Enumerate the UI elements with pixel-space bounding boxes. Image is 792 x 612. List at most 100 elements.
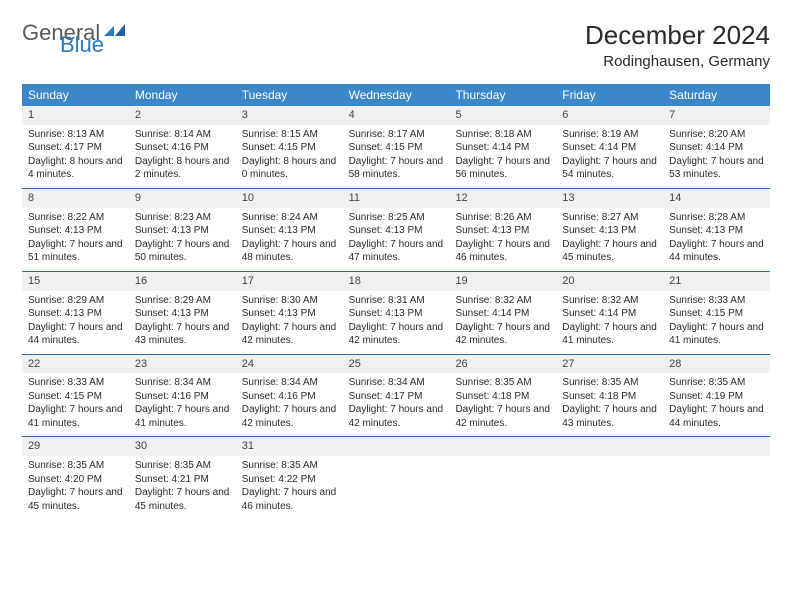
sunset-line: Sunset: 4:17 PM: [349, 390, 444, 404]
day-cell: 22Sunrise: 8:33 AMSunset: 4:15 PMDayligh…: [22, 355, 129, 437]
day-body: Sunrise: 8:34 AMSunset: 4:16 PMDaylight:…: [236, 373, 343, 436]
daylight-line: Daylight: 7 hours and 45 minutes.: [562, 238, 657, 265]
daylight-line: Daylight: 7 hours and 42 minutes.: [349, 403, 444, 430]
day-number: 15: [22, 272, 129, 291]
day-cell: [663, 437, 770, 519]
sunrise-line: Sunrise: 8:32 AM: [455, 294, 550, 308]
sunset-line: Sunset: 4:13 PM: [349, 307, 444, 321]
day-number: 21: [663, 272, 770, 291]
dow-header: Thursday: [449, 84, 556, 106]
day-number: 14: [663, 189, 770, 208]
sunrise-line: Sunrise: 8:13 AM: [28, 128, 123, 142]
day-number: 2: [129, 106, 236, 125]
sunrise-line: Sunrise: 8:19 AM: [562, 128, 657, 142]
day-body: Sunrise: 8:34 AMSunset: 4:17 PMDaylight:…: [343, 373, 450, 436]
daylight-line: Daylight: 7 hours and 41 minutes.: [562, 321, 657, 348]
day-body: Sunrise: 8:20 AMSunset: 4:14 PMDaylight:…: [663, 125, 770, 188]
sunset-line: Sunset: 4:13 PM: [242, 224, 337, 238]
day-number: 3: [236, 106, 343, 125]
sunrise-line: Sunrise: 8:34 AM: [349, 376, 444, 390]
day-cell: 30Sunrise: 8:35 AMSunset: 4:21 PMDayligh…: [129, 437, 236, 519]
daylight-line: Daylight: 7 hours and 47 minutes.: [349, 238, 444, 265]
daylight-line: Daylight: 7 hours and 42 minutes.: [455, 403, 550, 430]
day-body: Sunrise: 8:24 AMSunset: 4:13 PMDaylight:…: [236, 208, 343, 271]
sunrise-line: Sunrise: 8:20 AM: [669, 128, 764, 142]
location: Rodinghausen, Germany: [585, 53, 770, 70]
day-cell: 3Sunrise: 8:15 AMSunset: 4:15 PMDaylight…: [236, 106, 343, 188]
sunrise-line: Sunrise: 8:27 AM: [562, 211, 657, 225]
sunset-line: Sunset: 4:18 PM: [562, 390, 657, 404]
sunset-line: Sunset: 4:13 PM: [135, 224, 230, 238]
sunset-line: Sunset: 4:20 PM: [28, 473, 123, 487]
daylight-line: Daylight: 7 hours and 42 minutes.: [455, 321, 550, 348]
day-cell: 25Sunrise: 8:34 AMSunset: 4:17 PMDayligh…: [343, 355, 450, 437]
day-cell: 2Sunrise: 8:14 AMSunset: 4:16 PMDaylight…: [129, 106, 236, 188]
daylight-line: Daylight: 7 hours and 45 minutes.: [135, 486, 230, 513]
dow-row: SundayMondayTuesdayWednesdayThursdayFrid…: [22, 84, 770, 106]
day-cell: 28Sunrise: 8:35 AMSunset: 4:19 PMDayligh…: [663, 355, 770, 437]
dow-header: Tuesday: [236, 84, 343, 106]
day-cell: 29Sunrise: 8:35 AMSunset: 4:20 PMDayligh…: [22, 437, 129, 519]
sunrise-line: Sunrise: 8:29 AM: [28, 294, 123, 308]
day-cell: 6Sunrise: 8:19 AMSunset: 4:14 PMDaylight…: [556, 106, 663, 188]
sunset-line: Sunset: 4:13 PM: [242, 307, 337, 321]
sunset-line: Sunset: 4:14 PM: [562, 141, 657, 155]
day-number: 16: [129, 272, 236, 291]
daylight-line: Daylight: 7 hours and 56 minutes.: [455, 155, 550, 182]
day-number: 12: [449, 189, 556, 208]
sunset-line: Sunset: 4:13 PM: [135, 307, 230, 321]
day-body: Sunrise: 8:35 AMSunset: 4:22 PMDaylight:…: [236, 456, 343, 519]
day-cell: 24Sunrise: 8:34 AMSunset: 4:16 PMDayligh…: [236, 355, 343, 437]
sunrise-line: Sunrise: 8:31 AM: [349, 294, 444, 308]
day-body: Sunrise: 8:34 AMSunset: 4:16 PMDaylight:…: [129, 373, 236, 436]
day-cell: 17Sunrise: 8:30 AMSunset: 4:13 PMDayligh…: [236, 272, 343, 354]
day-body: Sunrise: 8:29 AMSunset: 4:13 PMDaylight:…: [129, 291, 236, 354]
dow-header: Friday: [556, 84, 663, 106]
dow-header: Sunday: [22, 84, 129, 106]
sunrise-line: Sunrise: 8:32 AM: [562, 294, 657, 308]
daylight-line: Daylight: 7 hours and 41 minutes.: [28, 403, 123, 430]
day-number: 9: [129, 189, 236, 208]
sunset-line: Sunset: 4:13 PM: [455, 224, 550, 238]
day-cell: 5Sunrise: 8:18 AMSunset: 4:14 PMDaylight…: [449, 106, 556, 188]
day-number: 26: [449, 355, 556, 374]
daylight-line: Daylight: 7 hours and 41 minutes.: [135, 403, 230, 430]
day-cell: [449, 437, 556, 519]
day-body: Sunrise: 8:32 AMSunset: 4:14 PMDaylight:…: [449, 291, 556, 354]
day-cell: 20Sunrise: 8:32 AMSunset: 4:14 PMDayligh…: [556, 272, 663, 354]
daylight-line: Daylight: 8 hours and 2 minutes.: [135, 155, 230, 182]
daylight-line: Daylight: 7 hours and 53 minutes.: [669, 155, 764, 182]
day-number: 5: [449, 106, 556, 125]
day-body: Sunrise: 8:29 AMSunset: 4:13 PMDaylight:…: [22, 291, 129, 354]
dow-header: Wednesday: [343, 84, 450, 106]
day-cell: 13Sunrise: 8:27 AMSunset: 4:13 PMDayligh…: [556, 189, 663, 271]
week-row: 29Sunrise: 8:35 AMSunset: 4:20 PMDayligh…: [22, 437, 770, 519]
week-row: 15Sunrise: 8:29 AMSunset: 4:13 PMDayligh…: [22, 272, 770, 355]
sunset-line: Sunset: 4:13 PM: [669, 224, 764, 238]
day-body: Sunrise: 8:13 AMSunset: 4:17 PMDaylight:…: [22, 125, 129, 188]
header: General Blue December 2024 Rodinghausen,…: [22, 20, 770, 70]
day-body: Sunrise: 8:22 AMSunset: 4:13 PMDaylight:…: [22, 208, 129, 271]
sunset-line: Sunset: 4:17 PM: [28, 141, 123, 155]
dow-header: Monday: [129, 84, 236, 106]
sunset-line: Sunset: 4:13 PM: [562, 224, 657, 238]
day-body: Sunrise: 8:23 AMSunset: 4:13 PMDaylight:…: [129, 208, 236, 271]
sunset-line: Sunset: 4:15 PM: [669, 307, 764, 321]
day-number: [343, 437, 450, 456]
daylight-line: Daylight: 7 hours and 44 minutes.: [28, 321, 123, 348]
day-body: Sunrise: 8:35 AMSunset: 4:20 PMDaylight:…: [22, 456, 129, 519]
day-number: 23: [129, 355, 236, 374]
day-number: 8: [22, 189, 129, 208]
day-cell: 27Sunrise: 8:35 AMSunset: 4:18 PMDayligh…: [556, 355, 663, 437]
day-cell: 15Sunrise: 8:29 AMSunset: 4:13 PMDayligh…: [22, 272, 129, 354]
day-number: 7: [663, 106, 770, 125]
day-number: 30: [129, 437, 236, 456]
day-cell: 14Sunrise: 8:28 AMSunset: 4:13 PMDayligh…: [663, 189, 770, 271]
daylight-line: Daylight: 7 hours and 50 minutes.: [135, 238, 230, 265]
sunset-line: Sunset: 4:14 PM: [669, 141, 764, 155]
daylight-line: Daylight: 7 hours and 48 minutes.: [242, 238, 337, 265]
sunrise-line: Sunrise: 8:33 AM: [669, 294, 764, 308]
day-body: Sunrise: 8:35 AMSunset: 4:18 PMDaylight:…: [556, 373, 663, 436]
day-cell: [556, 437, 663, 519]
day-cell: 18Sunrise: 8:31 AMSunset: 4:13 PMDayligh…: [343, 272, 450, 354]
